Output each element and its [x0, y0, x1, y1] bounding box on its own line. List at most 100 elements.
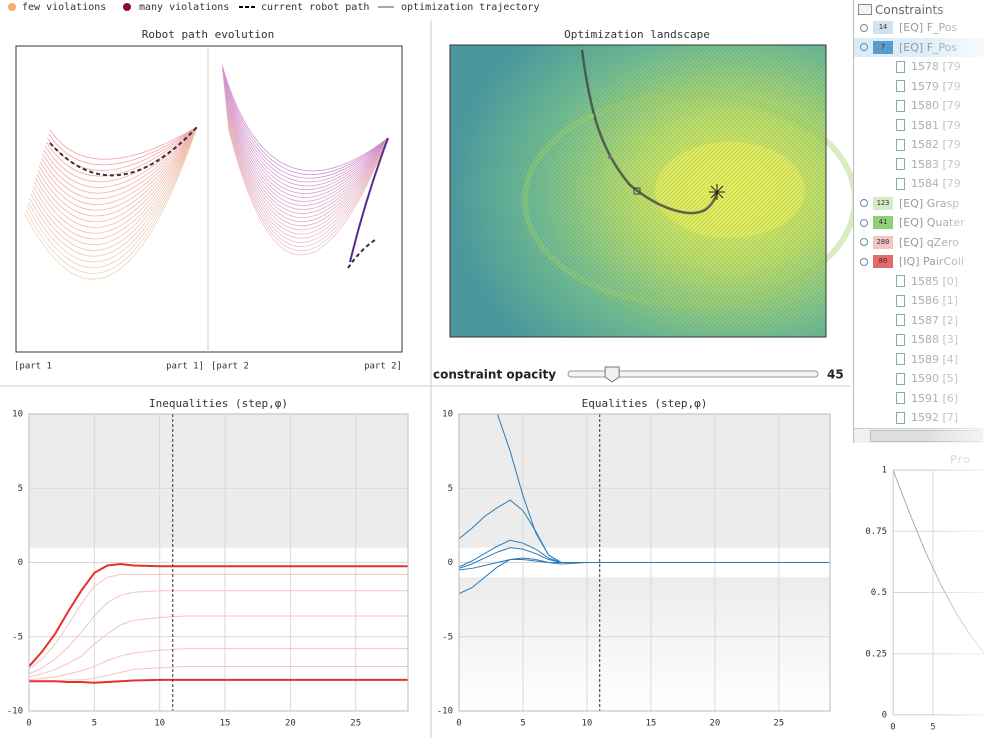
y-tick-label: -10	[7, 707, 23, 717]
doc-icon	[896, 275, 905, 287]
x-tick-label: 20	[709, 719, 720, 729]
robot-path	[42, 126, 198, 194]
doc-icon	[896, 138, 905, 151]
tree-child[interactable]: 1587 [2]	[854, 311, 984, 330]
y-tick-label: 5	[18, 484, 23, 494]
legend-label: current robot path	[261, 2, 369, 13]
x-tick-label: 5	[92, 719, 97, 729]
tree-header-label: Constraints	[875, 2, 944, 17]
robot-path	[31, 126, 198, 246]
legend-dot	[123, 3, 131, 11]
robot-path	[48, 126, 198, 166]
robot-path	[43, 126, 198, 188]
tree-child[interactable]: 1592 [7]	[854, 408, 984, 427]
tree-child[interactable]: 1585 [0]	[854, 272, 984, 291]
expander	[860, 199, 868, 207]
tree-child-label: 1591 [6]	[911, 391, 959, 405]
slider-value: 45	[827, 368, 844, 382]
y-tick-label: 0.5	[871, 588, 887, 598]
robot-path	[223, 85, 389, 198]
tree-item[interactable]: 7 [EQ] F_Pos	[854, 37, 984, 57]
y-tick-label: 1	[882, 466, 887, 476]
series-line	[459, 547, 830, 569]
robot-path	[226, 109, 389, 231]
tree-child[interactable]: 1583 [79	[854, 155, 984, 174]
tree-item[interactable]: 80 [IQ] PairColl	[854, 252, 984, 271]
tree-item[interactable]: 280 [EQ] qZero	[854, 233, 984, 252]
plot-frame	[458, 413, 831, 712]
trajectory-point	[633, 187, 641, 195]
x-tick-label: 0	[26, 719, 31, 729]
robot-path	[49, 126, 198, 160]
doc-icon	[896, 372, 905, 385]
tree-child-label: 1583 [79	[911, 157, 961, 171]
constraint-band	[459, 414, 830, 548]
tree-item[interactable]: 123 [EQ] Grasp	[854, 194, 984, 213]
x-tick-label: 5	[930, 723, 935, 733]
tree-child[interactable]: 1578 [79	[854, 57, 984, 76]
robot-path	[37, 126, 198, 217]
tree-child[interactable]: 1588 [3]	[854, 330, 984, 349]
tree-child[interactable]: 1589 [4]	[854, 350, 984, 369]
robot-path	[221, 64, 389, 172]
plot-frame	[28, 413, 409, 712]
robot-path	[34, 126, 198, 234]
y-tick-label: 10	[12, 410, 23, 420]
slider-thumb[interactable]	[604, 366, 620, 383]
tree-child-label: 1586 [1]	[911, 294, 959, 307]
chart-title: Equalities (step,φ)	[582, 397, 708, 410]
y-tick-label: 5	[448, 484, 453, 494]
robot-path	[41, 126, 198, 200]
tree-child[interactable]: 1579 [79	[854, 77, 984, 96]
robot-path	[224, 94, 389, 210]
expander	[860, 257, 868, 266]
robot-path	[38, 126, 198, 211]
y-tick-label: 0	[18, 558, 23, 568]
badge: 41	[873, 216, 893, 229]
optimum-star	[709, 184, 725, 200]
tree-child[interactable]: 1580 [79	[854, 96, 984, 115]
x-tick-label: 5	[520, 719, 525, 729]
tree-child-label: 1588 [3]	[911, 333, 959, 346]
series-line	[893, 470, 984, 654]
folder-icon	[858, 4, 872, 15]
robot-path	[227, 121, 389, 247]
robot-path	[223, 82, 389, 194]
tree-item[interactable]: 41 [EQ] Quater	[854, 213, 984, 232]
doc-icon	[896, 80, 905, 92]
constraint-tree: Constraints 14 [EQ] F_Pos 7 [EQ] F_Pos 1578 […	[853, 0, 984, 443]
robot-path	[40, 126, 198, 205]
tree-item[interactable]: 14 [EQ] F_Pos	[854, 18, 984, 37]
tree-child-label: 1585 [0]	[911, 274, 959, 288]
x-tick-label: 25	[773, 719, 784, 729]
robot-path	[44, 126, 198, 183]
doc-icon	[896, 294, 905, 307]
tree-child[interactable]: 1591 [6]	[854, 389, 984, 408]
doc-icon	[896, 411, 905, 424]
tree-child[interactable]: 1590 [5]	[854, 369, 984, 388]
doc-icon	[896, 333, 905, 346]
y-tick-label: 0	[882, 711, 887, 721]
robot-path	[227, 118, 389, 243]
tree-child[interactable]: 1582 [79	[854, 135, 984, 154]
robot-path	[26, 126, 198, 268]
badge: 280	[873, 235, 893, 249]
tree-item-label: [IQ] PairColl	[899, 255, 964, 268]
y-tick-label: -5	[442, 632, 453, 642]
x-tick-label: 20	[285, 719, 296, 729]
slider-track[interactable]	[567, 370, 819, 378]
robot-path	[226, 112, 389, 235]
constraint-band	[29, 414, 408, 548]
x-tick-label: 10	[154, 719, 165, 729]
expander	[860, 43, 868, 51]
scroll-thumb[interactable]	[870, 430, 982, 442]
panel-title: Robot path evolution	[142, 28, 274, 41]
tree-child[interactable]: 1586 [1]	[854, 291, 984, 310]
slider-label: constraint opacity	[433, 368, 556, 382]
tree-item-label: [EQ] Grasp	[899, 196, 960, 210]
tree-child[interactable]: 1584 [79	[854, 174, 984, 193]
tree-child[interactable]: 1581 [79	[854, 116, 984, 135]
trajectory-point	[608, 155, 612, 159]
expander	[860, 238, 868, 246]
